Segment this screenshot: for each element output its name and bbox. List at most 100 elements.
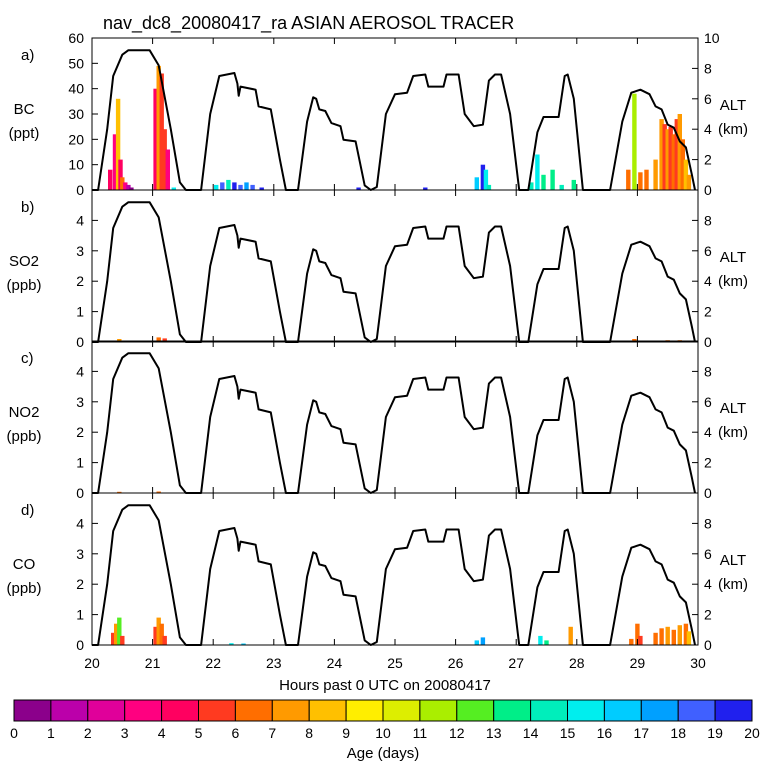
colorbar-swatch bbox=[234, 699, 273, 722]
alt-tick-label: 0 bbox=[704, 637, 712, 653]
colorbar-swatch bbox=[677, 699, 716, 722]
tracer-bar bbox=[683, 159, 689, 190]
colorbar-swatch bbox=[603, 699, 642, 722]
panel-letter: c) bbox=[21, 350, 34, 367]
tracer-bar bbox=[483, 169, 489, 190]
tracer-bar bbox=[423, 187, 428, 190]
panel-letter: d) bbox=[21, 502, 34, 519]
colorbar-swatch bbox=[50, 699, 89, 722]
tracer-bar bbox=[156, 491, 161, 493]
tracer-bar bbox=[153, 88, 158, 190]
y-tick-label: 4 bbox=[76, 515, 84, 531]
alt-tick-label: 4 bbox=[704, 273, 712, 289]
y-tick-label: 0 bbox=[76, 182, 84, 198]
tracer-bar bbox=[665, 129, 670, 190]
plot-frame bbox=[91, 189, 699, 343]
tracer-bar bbox=[635, 623, 640, 645]
plot-frame bbox=[91, 37, 699, 191]
y-tick-label: 0 bbox=[76, 485, 84, 501]
tracer-bar bbox=[117, 491, 122, 493]
colorbar-swatch bbox=[567, 699, 605, 722]
x-tick-label: 23 bbox=[266, 655, 282, 671]
tracer-bar bbox=[662, 124, 667, 190]
tracer-bar bbox=[668, 126, 673, 190]
tracer-bar bbox=[629, 638, 634, 645]
alt-tick-label: 0 bbox=[704, 485, 712, 501]
tracer-bar bbox=[156, 617, 161, 645]
tracer-bar bbox=[111, 632, 116, 645]
y-tick-label: 2 bbox=[76, 273, 84, 289]
y-tick-label: 20 bbox=[68, 131, 84, 147]
tracer-bar bbox=[162, 338, 167, 342]
tracer-bar bbox=[671, 629, 676, 645]
y-tick-label: 3 bbox=[76, 546, 84, 562]
colorbar-swatch bbox=[640, 699, 679, 722]
tracer-bar bbox=[129, 187, 134, 190]
tracer-bar bbox=[153, 626, 158, 645]
tracer-bar bbox=[120, 177, 125, 190]
tracer-bar bbox=[632, 93, 637, 190]
tracer-bar bbox=[644, 169, 649, 190]
tracer-bar bbox=[538, 635, 543, 645]
colorbar-tick-label: 17 bbox=[634, 725, 650, 741]
x-axis-label: Hours past 0 UTC on 20080417 bbox=[279, 677, 491, 694]
alt-label: ALT bbox=[720, 552, 746, 569]
colorbar-swatch bbox=[530, 699, 568, 722]
tracer-bar bbox=[559, 184, 564, 190]
alt-label: ALT bbox=[720, 249, 746, 266]
colorbar-tick-label: 3 bbox=[121, 725, 129, 741]
tracer-bar bbox=[244, 182, 249, 190]
y-tick-label: 50 bbox=[68, 55, 84, 71]
colorbar-tick-label: 9 bbox=[342, 725, 350, 741]
y-tick-label: 0 bbox=[76, 637, 84, 653]
y-tick-label: 1 bbox=[76, 607, 84, 623]
x-tick-label: 30 bbox=[690, 655, 706, 671]
tracer-bar bbox=[571, 179, 576, 190]
colorbar-tick-label: 20 bbox=[744, 725, 760, 741]
y-tick-label: 30 bbox=[68, 106, 84, 122]
colorbar-tick-label: 1 bbox=[47, 725, 55, 741]
tracer-bar bbox=[541, 174, 546, 190]
colorbar-swatch bbox=[271, 699, 310, 722]
colorbar-tick-label: 8 bbox=[305, 725, 313, 741]
species-unit: (ppb) bbox=[6, 580, 41, 597]
y-tick-label: 4 bbox=[76, 363, 84, 379]
x-tick-labels: 20 21 22 23 24 25 26 27 28 29 30 bbox=[84, 655, 706, 671]
tracer-bar bbox=[159, 623, 164, 645]
alt-tick-label: 10 bbox=[704, 30, 720, 46]
tracer-bar bbox=[259, 187, 264, 190]
colorbar-swatch bbox=[124, 699, 163, 722]
alt-tick-label: 6 bbox=[704, 394, 712, 410]
altitude-line bbox=[92, 201, 696, 343]
x-tick-label: 28 bbox=[569, 655, 585, 671]
colorbar-swatch bbox=[161, 699, 200, 722]
chart-title: nav_dc8_20080417_ra ASIAN AEROSOL TRACER bbox=[103, 13, 514, 34]
alt-tick-label: 4 bbox=[704, 576, 712, 592]
tracer-bar bbox=[671, 134, 676, 190]
tracer-bar bbox=[480, 637, 486, 645]
tracer-bar bbox=[214, 184, 219, 190]
x-tick-label: 29 bbox=[630, 655, 646, 671]
tracer-bar bbox=[677, 625, 682, 645]
tracer-bar bbox=[535, 154, 540, 190]
colorbar-tick-label: 2 bbox=[84, 725, 92, 741]
tracer-bar bbox=[229, 643, 234, 645]
colorbar-tick-label: 18 bbox=[670, 725, 686, 741]
tracer-bar bbox=[112, 134, 118, 190]
colorbar-tick-label: 5 bbox=[195, 725, 203, 741]
x-tick-label: 22 bbox=[205, 655, 221, 671]
tracer-bar bbox=[677, 114, 682, 190]
tracer-bar bbox=[659, 119, 664, 190]
alt-unit: (km) bbox=[718, 273, 748, 290]
tracer-bar bbox=[250, 184, 255, 190]
tracer-bar bbox=[626, 169, 631, 190]
y-tick-label: 10 bbox=[68, 157, 84, 173]
colorbar-swatch bbox=[714, 699, 753, 722]
tracer-bar bbox=[653, 159, 658, 190]
tracer-bar bbox=[674, 119, 679, 190]
y-tick-label: 3 bbox=[76, 243, 84, 259]
colorbar-tick-label: 15 bbox=[560, 725, 576, 741]
x-tick-label: 26 bbox=[448, 655, 464, 671]
colorbar-swatch bbox=[198, 699, 236, 722]
